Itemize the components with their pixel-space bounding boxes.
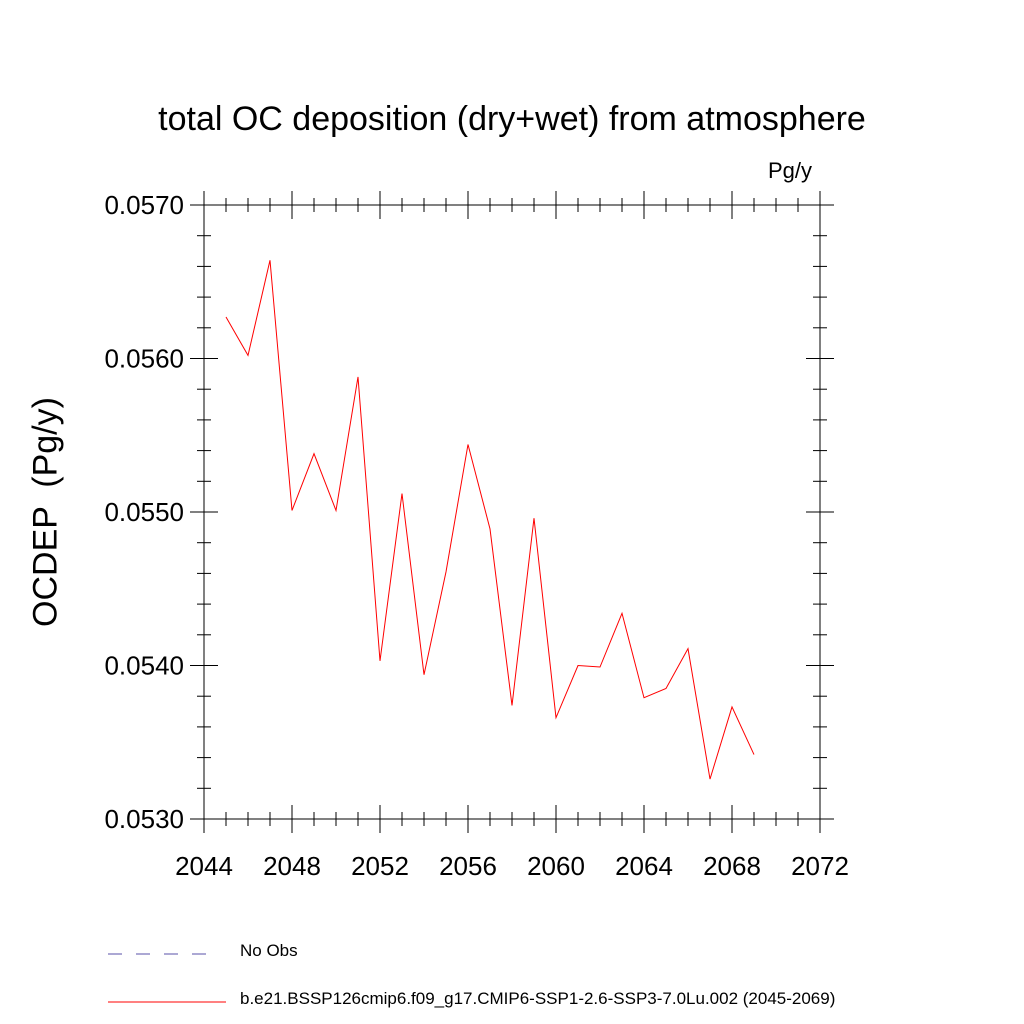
legend-label-model-run: b.e21.BSSP126cmip6.f09_g17.CMIP6-SSP1-2.… [240, 989, 836, 1008]
legend-label-no-obs: No Obs [240, 941, 298, 960]
series-line-0 [225, 260, 755, 780]
chart-title: total OC deposition (dry+wet) from atmos… [158, 100, 866, 138]
x-tick-label: 2064 [615, 851, 673, 881]
x-tick-label: 2068 [703, 851, 761, 881]
series-group [225, 260, 755, 780]
tick-labels: 2044 2048 2052 2056 2060 2064 2068 2072 0.0530 0.… [104, 190, 848, 881]
axis-ticks [190, 191, 834, 833]
y-tick-label: 0.0560 [104, 344, 184, 374]
y-tick-label: 0.0570 [104, 190, 184, 220]
legend-swatch-model-run [108, 1001, 226, 1003]
x-tick-label: 2052 [351, 851, 409, 881]
x-tick-label: 2048 [263, 851, 321, 881]
x-tick-label: 2056 [439, 851, 497, 881]
y-tick-label: 0.0530 [104, 804, 184, 834]
y-tick-label: 0.0550 [104, 497, 184, 527]
x-tick-label: 2044 [175, 851, 233, 881]
plot-frame [203, 204, 821, 820]
units-label: Pg/y [768, 158, 813, 183]
x-tick-label: 2072 [791, 851, 849, 881]
x-tick-label: 2060 [527, 851, 585, 881]
legend-swatch-no-obs [108, 953, 218, 955]
y-tick-label: 0.0540 [104, 651, 184, 681]
